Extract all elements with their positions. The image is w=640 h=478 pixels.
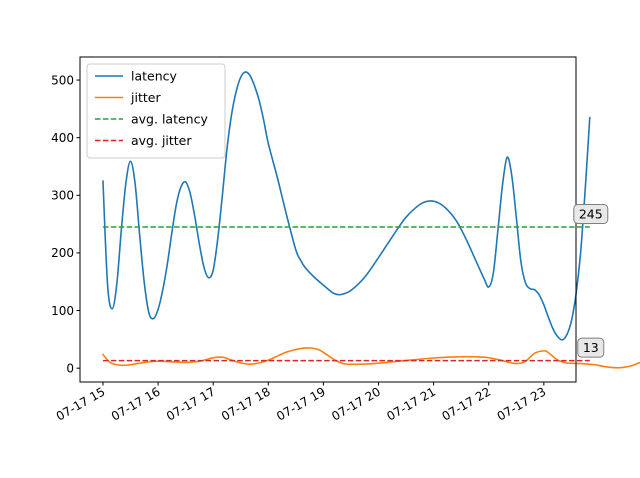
y-tick-label: 200 bbox=[51, 246, 74, 260]
legend-box bbox=[86, 63, 226, 159]
series-line-jitter bbox=[102, 347, 640, 369]
y-tick-label: 100 bbox=[51, 304, 74, 318]
series-layer bbox=[102, 71, 640, 369]
y-tick-label: 0 bbox=[66, 361, 74, 375]
annotation-badge bbox=[573, 203, 609, 224]
series-line-latency bbox=[102, 71, 591, 341]
legend-label-avg-jitter: avg. jitter bbox=[131, 133, 192, 148]
annotation-label: 245 bbox=[579, 206, 603, 221]
annotation-layer: 245 13 bbox=[573, 203, 609, 358]
legend-label-avg-latency: avg. latency bbox=[131, 112, 208, 127]
annotation-label: 13 bbox=[583, 340, 599, 355]
y-tick-label: 300 bbox=[51, 189, 74, 203]
legend: latency jitter avg. latency avg. jitter bbox=[86, 63, 226, 159]
legend-label-latency: latency bbox=[131, 69, 178, 84]
annotation-badge bbox=[577, 337, 605, 358]
y-tick-label: 500 bbox=[51, 73, 74, 87]
y-tick-label: 400 bbox=[51, 131, 74, 145]
legend-label-jitter: jitter bbox=[130, 90, 161, 105]
